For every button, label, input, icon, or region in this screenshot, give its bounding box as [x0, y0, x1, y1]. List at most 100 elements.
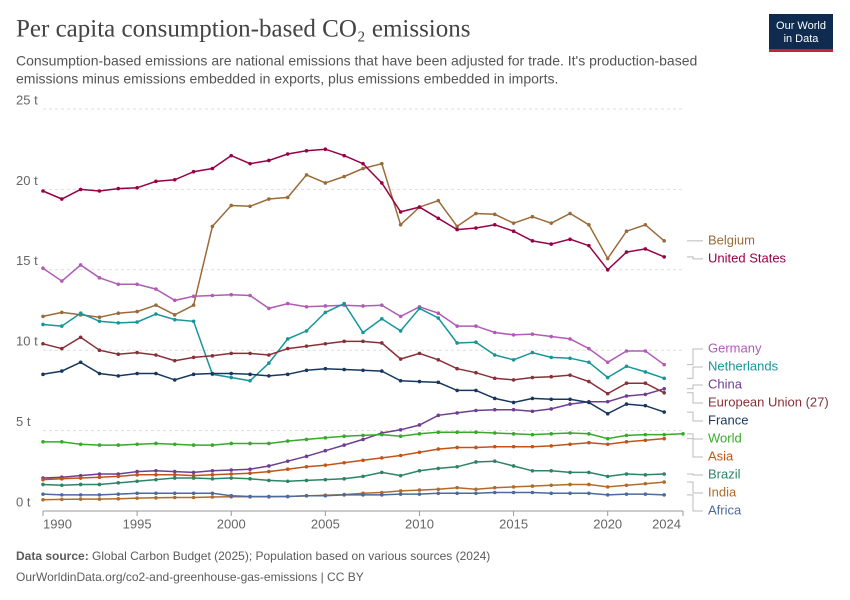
- point: [605, 391, 610, 396]
- point: [116, 321, 121, 325]
- point: [549, 491, 554, 496]
- point: [116, 186, 121, 191]
- point: [605, 268, 610, 272]
- point: [455, 430, 459, 435]
- point: [549, 397, 554, 402]
- point: [643, 370, 648, 374]
- series-line: [42, 302, 665, 382]
- logo-text: Our World: [776, 20, 826, 32]
- point: [643, 432, 648, 437]
- url[interactable]: OurWorldinData.org/co2-and-greenhouse-ga…: [16, 570, 364, 584]
- point: [342, 153, 346, 158]
- point: [455, 341, 459, 345]
- point: [229, 375, 234, 380]
- point: [361, 161, 365, 166]
- point: [116, 311, 121, 316]
- point: [587, 360, 591, 365]
- point: [285, 301, 290, 306]
- point: [361, 339, 365, 344]
- label-connector: [687, 494, 703, 512]
- point: [210, 166, 215, 171]
- point: [304, 149, 309, 153]
- point: [229, 476, 234, 480]
- label-connector: [687, 473, 703, 476]
- point: [587, 470, 591, 475]
- point: [624, 402, 629, 406]
- point: [135, 469, 139, 474]
- point: [41, 322, 45, 327]
- point: [436, 413, 441, 418]
- x-tick-label: 2005: [311, 516, 340, 531]
- point: [172, 298, 177, 303]
- point: [492, 444, 497, 449]
- point: [154, 353, 158, 357]
- point: [492, 485, 497, 490]
- point: [492, 353, 497, 357]
- point: [285, 439, 290, 443]
- point: [361, 458, 365, 463]
- point: [662, 386, 666, 391]
- label-connector: [687, 411, 703, 422]
- point: [342, 443, 346, 447]
- point: [436, 466, 441, 471]
- point: [662, 493, 666, 497]
- point: [511, 221, 516, 225]
- series-label: Africa: [708, 502, 742, 517]
- point: [568, 237, 572, 242]
- point: [511, 485, 516, 489]
- y-tick-label: 0 t: [16, 494, 31, 509]
- point: [568, 356, 572, 361]
- point: [643, 492, 648, 496]
- point: [417, 351, 422, 356]
- point: [191, 169, 196, 174]
- point: [97, 189, 102, 193]
- point: [530, 375, 535, 380]
- point: [492, 212, 497, 217]
- series-label: Netherlands: [708, 358, 779, 373]
- point: [342, 301, 346, 306]
- source-text: Global Carbon Budget (2025); Population …: [92, 549, 490, 563]
- series-label: United States: [708, 250, 787, 265]
- point: [97, 475, 102, 480]
- point: [587, 222, 591, 227]
- point: [380, 161, 384, 166]
- point: [323, 304, 328, 308]
- label-connector: [687, 384, 703, 390]
- point: [511, 464, 516, 468]
- series-label: World: [708, 430, 742, 445]
- point: [605, 411, 610, 416]
- point: [116, 282, 121, 287]
- point: [662, 436, 666, 441]
- point: [587, 491, 591, 496]
- logo[interactable]: [769, 14, 833, 52]
- point: [116, 492, 121, 496]
- point: [78, 493, 83, 497]
- point: [97, 497, 102, 501]
- point: [304, 329, 309, 333]
- point: [78, 335, 83, 340]
- point: [662, 480, 666, 484]
- label-connector: [687, 348, 703, 366]
- point: [41, 266, 45, 270]
- point: [154, 496, 158, 500]
- point: [229, 153, 234, 158]
- point: [210, 371, 215, 376]
- point: [492, 407, 497, 412]
- point: [643, 349, 648, 353]
- point: [568, 337, 572, 341]
- label-connector: [687, 481, 703, 494]
- point: [624, 349, 629, 353]
- point: [605, 375, 610, 380]
- point: [436, 430, 441, 435]
- point: [361, 368, 365, 373]
- point: [191, 470, 196, 475]
- point: [154, 303, 158, 307]
- point: [229, 371, 234, 376]
- point: [568, 402, 572, 406]
- point: [530, 469, 535, 473]
- point: [511, 407, 516, 412]
- point: [78, 482, 83, 487]
- point: [492, 330, 497, 335]
- x-tick-label: 2020: [593, 516, 622, 531]
- point: [398, 378, 403, 383]
